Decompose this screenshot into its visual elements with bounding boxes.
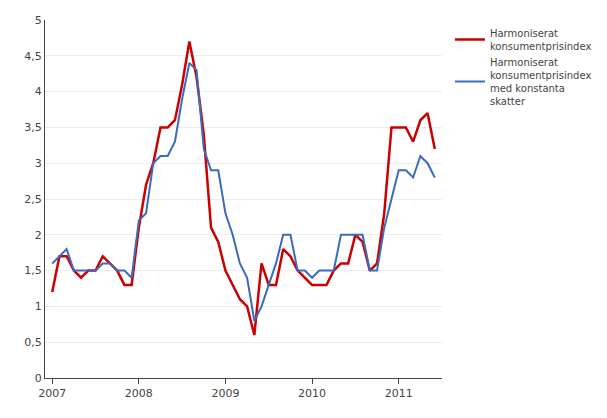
svg-text:2010: 2010 <box>298 387 326 400</box>
svg-text:Harmoniseratkonsumentprisindex: Harmoniseratkonsumentprisindex <box>490 28 591 52</box>
svg-text:0,5: 0,5 <box>24 336 42 349</box>
svg-text:1: 1 <box>35 300 42 313</box>
svg-text:2011: 2011 <box>385 387 413 400</box>
svg-text:2007: 2007 <box>38 387 66 400</box>
svg-text:Harmoniseratkonsumentprisindex: Harmoniseratkonsumentprisindexmed konsta… <box>490 57 591 107</box>
svg-text:2008: 2008 <box>125 387 153 400</box>
svg-text:5: 5 <box>35 14 42 27</box>
svg-text:2,5: 2,5 <box>24 193 42 206</box>
svg-text:1,5: 1,5 <box>24 264 42 277</box>
svg-text:2: 2 <box>35 229 42 242</box>
svg-text:0: 0 <box>35 372 42 385</box>
svg-text:4,5: 4,5 <box>24 50 42 63</box>
svg-text:4: 4 <box>35 85 42 98</box>
svg-text:2009: 2009 <box>211 387 239 400</box>
svg-text:3,5: 3,5 <box>24 121 42 134</box>
svg-text:3: 3 <box>35 157 42 170</box>
